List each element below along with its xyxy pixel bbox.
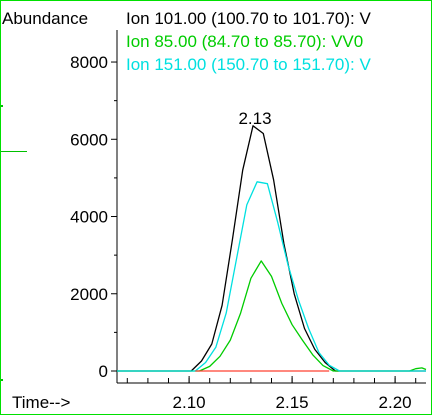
left-tick-mark: [1, 105, 3, 107]
legend-entry: Ion 151.00 (150.70 to 151.70): V: [126, 55, 371, 74]
x-axis-label: Time-->: [12, 393, 70, 412]
legend: Ion 101.00 (100.70 to 101.70): V Ion 85.0…: [126, 9, 371, 74]
x-tick-label: 2.10: [173, 393, 206, 412]
y-axis-label: Abundance: [2, 9, 88, 28]
series-line-1: [117, 260, 427, 372]
y-tick-label: 6000: [70, 130, 108, 149]
peak-label: 2.13: [238, 109, 271, 128]
tick-labels: 0 2000 4000 6000 8000 2.10 2.15 2.20 2.13: [70, 53, 411, 412]
y-tick-label: 2000: [70, 285, 108, 304]
series-line-0: [117, 125, 426, 372]
left-tick-mark: [1, 379, 3, 381]
x-tick-label: 2.20: [379, 393, 412, 412]
legend-entry: Ion 101.00 (100.70 to 101.70): V: [126, 9, 371, 28]
y-tick-label: 0: [99, 362, 108, 381]
legend-entry: Ion 85.00 (84.70 to 85.70): VV0: [126, 32, 363, 51]
series-line-2: [117, 181, 426, 372]
y-tick-label: 4000: [70, 208, 108, 227]
left-divider-line: [1, 151, 27, 152]
y-tick-label: 8000: [70, 53, 108, 72]
axes: [111, 30, 426, 384]
x-tick-label: 2.15: [276, 393, 309, 412]
series-lines: [117, 125, 427, 372]
